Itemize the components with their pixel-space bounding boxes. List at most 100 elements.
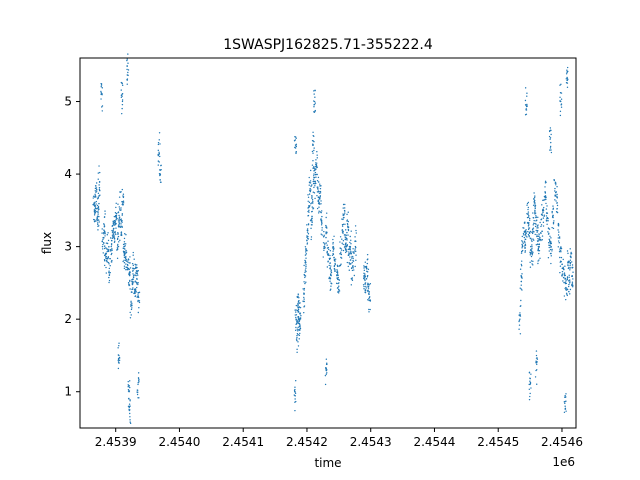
data-point-density (322, 242, 325, 244)
data-point-density (297, 341, 299, 343)
data-point-density (566, 278, 569, 281)
data-point-density (102, 252, 104, 254)
data-point (158, 151, 160, 154)
data-point-density (121, 201, 123, 203)
data-point-density (312, 179, 315, 181)
data-point-density (294, 392, 297, 395)
data-point-density (338, 285, 340, 287)
data-point-density (320, 211, 322, 214)
data-point-density (530, 255, 533, 258)
data-point-density (303, 292, 305, 294)
data-point-density (529, 261, 531, 264)
data-point-density (318, 190, 320, 193)
data-point-density (326, 252, 328, 254)
data-point-density (538, 243, 541, 246)
data-point-density (117, 361, 120, 363)
data-point-density (322, 236, 325, 238)
data-point-density (96, 222, 99, 224)
data-point-density (319, 192, 322, 194)
data-point-density (108, 263, 110, 265)
data-point-density (298, 322, 300, 325)
data-point-density (115, 217, 118, 219)
data-point-density (546, 217, 548, 220)
data-point-density (107, 261, 110, 264)
data-point-density (346, 261, 349, 264)
data-point-density (132, 273, 134, 275)
data-point-density (538, 239, 540, 242)
data-point-density (106, 242, 109, 245)
data-point-density (559, 261, 561, 263)
data-point-density (345, 244, 347, 246)
data-point-density (559, 100, 561, 102)
data-point-density (118, 344, 120, 347)
data-point-density (529, 254, 532, 256)
data-point-density (121, 99, 124, 101)
data-point-density (115, 214, 118, 216)
data-point-density (553, 178, 555, 181)
data-point-density (105, 272, 107, 274)
data-point-density (524, 251, 526, 253)
data-point-density (330, 285, 332, 287)
data-point-density (114, 232, 116, 234)
data-point-density (554, 190, 556, 192)
data-point-density (124, 250, 126, 253)
data-point-density (550, 133, 552, 136)
data-point-density (568, 283, 570, 286)
data-point-density (157, 160, 160, 162)
data-point-density (569, 288, 572, 291)
data-point-density (561, 267, 563, 270)
data-point-density (553, 220, 555, 222)
data-point-density (101, 110, 103, 112)
data-point-density (127, 405, 130, 408)
data-point-density (117, 219, 120, 221)
data-point-density (321, 222, 323, 225)
data-point-density (556, 196, 558, 198)
data-point-density (124, 252, 126, 254)
data-point-density (158, 161, 160, 163)
data-point-density (132, 254, 134, 256)
data-point-density (546, 205, 548, 207)
data-point-density (329, 268, 332, 270)
data-point-density (117, 347, 119, 349)
data-point-density (103, 226, 105, 228)
data-point-density (130, 304, 132, 306)
data-point-density (98, 225, 100, 227)
x-tick-label: 2.4543 (350, 435, 392, 449)
data-point-density (535, 229, 537, 232)
data-point-density (157, 164, 159, 166)
data-point-density (521, 235, 524, 238)
data-point-density (534, 376, 537, 378)
data-point-density (528, 222, 530, 224)
data-point-density (332, 246, 335, 248)
data-point-density (318, 210, 320, 212)
data-point-density (561, 270, 564, 273)
data-point-density (547, 257, 550, 259)
data-point-density (103, 223, 105, 225)
data-point-density (336, 270, 339, 272)
data-point-density (123, 241, 126, 243)
data-point-density (122, 202, 125, 204)
data-point-density (333, 259, 336, 262)
data-point-density (316, 166, 318, 169)
data-point-density (313, 192, 316, 194)
data-point-density (137, 311, 140, 314)
data-point-density (126, 79, 128, 81)
data-point-density (123, 259, 125, 261)
data-point-density (98, 186, 101, 189)
data-point-density (312, 191, 315, 193)
data-point-density (347, 254, 350, 256)
data-point-density (544, 199, 546, 201)
data-point-density (99, 171, 101, 174)
y-axis: 1 2 3 4 5 (64, 95, 80, 399)
data-point-density (349, 241, 351, 244)
data-point-density (563, 272, 566, 274)
data-point-density (298, 317, 300, 319)
data-point (540, 224, 543, 226)
data-point-density (314, 173, 317, 176)
data-point-density (341, 229, 344, 231)
x-axis-label: time (314, 456, 341, 470)
data-point-density (534, 225, 537, 228)
data-point-density (137, 282, 139, 284)
data-point-density (343, 234, 346, 236)
data-point-density (114, 221, 116, 223)
